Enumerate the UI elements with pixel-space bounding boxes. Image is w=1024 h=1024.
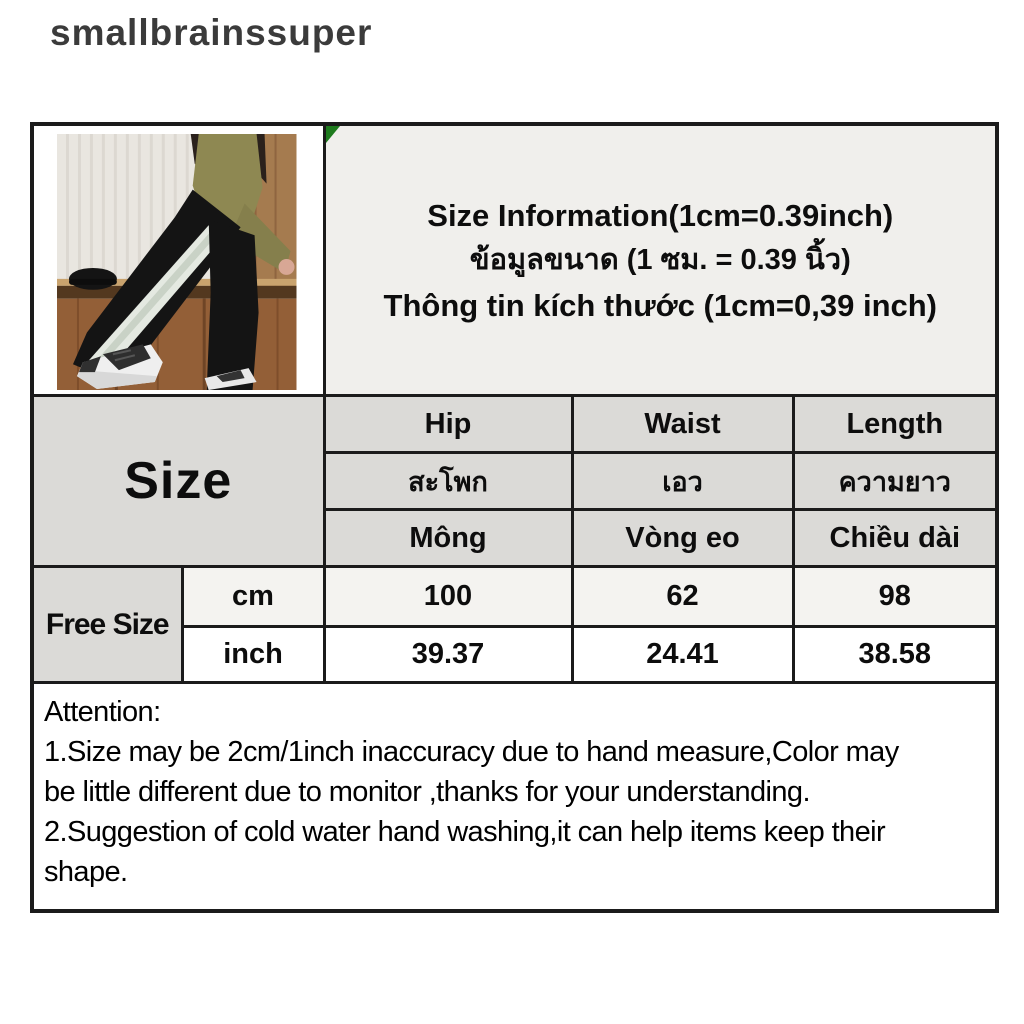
unit-cm-cell: cm [180, 565, 326, 628]
sneaker-right [204, 368, 257, 390]
photo-info-row: Size Information(1cm=0.39inch) ข้อมูลขนา… [30, 122, 999, 397]
header-row-thai: สะโพก เอว ความยาว [32, 451, 999, 511]
model-figure [72, 134, 295, 390]
length-cm-value: 98 [791, 565, 999, 628]
col-header-hip-th: สะโพก [322, 451, 574, 511]
header-row-english: Size Hip Waist Length [30, 394, 999, 568]
size-chart-table: Size Information(1cm=0.39inch) ข้อมูลขนา… [30, 122, 1000, 913]
waist-cm-value: 62 [570, 565, 795, 628]
sneaker-left [76, 344, 163, 390]
waist-inch-value: 24.41 [570, 625, 795, 684]
green-corner-marker-icon [325, 126, 340, 143]
col-header-length-en: Length [791, 394, 999, 454]
unit-inch-cell: inch [180, 625, 326, 684]
attention-title: Attention: [44, 696, 161, 728]
attention-row: Attention: 1.Size may be 2cm/1inch inacc… [30, 681, 999, 912]
size-header-cell: Size [30, 394, 326, 568]
attention-line-1: 1.Size may be 2cm/1inch inaccuracy due t… [44, 736, 899, 768]
store-watermark: smallbrainssuper [50, 12, 373, 53]
data-row-cm: Free Size cm 100 62 98 [30, 565, 999, 684]
hip-cm-value: 100 [322, 565, 574, 628]
col-header-waist-vi: Vòng eo [570, 508, 795, 568]
size-info-vietnamese: Thông tin kích thước (1cm=0,39 inch) [383, 287, 938, 323]
col-header-waist-th: เอว [570, 451, 795, 511]
header-row-vietnamese: Mông Vòng eo Chiều dài [32, 508, 999, 568]
length-inch-value: 38.58 [791, 625, 999, 684]
col-header-length-th: ความยาว [791, 451, 999, 511]
col-header-waist-en: Waist [570, 394, 795, 454]
product-photo [57, 134, 297, 390]
data-row-inch: inch 39.37 24.41 38.58 [32, 625, 999, 684]
col-header-hip-vi: Mông [322, 508, 574, 568]
size-info-english: Size Information(1cm=0.39inch) [427, 197, 894, 233]
attention-line-3: 2.Suggestion of cold water hand washing,… [44, 816, 886, 848]
hip-inch-value: 39.37 [322, 625, 574, 684]
free-size-label-cell: Free Size [30, 565, 184, 684]
attention-line-2: be little different due to monitor ,than… [44, 776, 811, 808]
product-photo-cell [30, 122, 326, 397]
attention-note-cell: Attention: 1.Size may be 2cm/1inch inacc… [30, 681, 999, 912]
product-photo-illustration [57, 134, 297, 390]
attention-line-4: shape. [44, 856, 128, 888]
col-header-length-vi: Chiều dài [791, 508, 999, 568]
col-header-hip-en: Hip [322, 394, 574, 454]
size-info-cell: Size Information(1cm=0.39inch) ข้อมูลขนา… [322, 122, 999, 397]
size-info-thai: ข้อมูลขนาด (1 ซม. = 0.39 นิ้ว) [469, 243, 851, 276]
